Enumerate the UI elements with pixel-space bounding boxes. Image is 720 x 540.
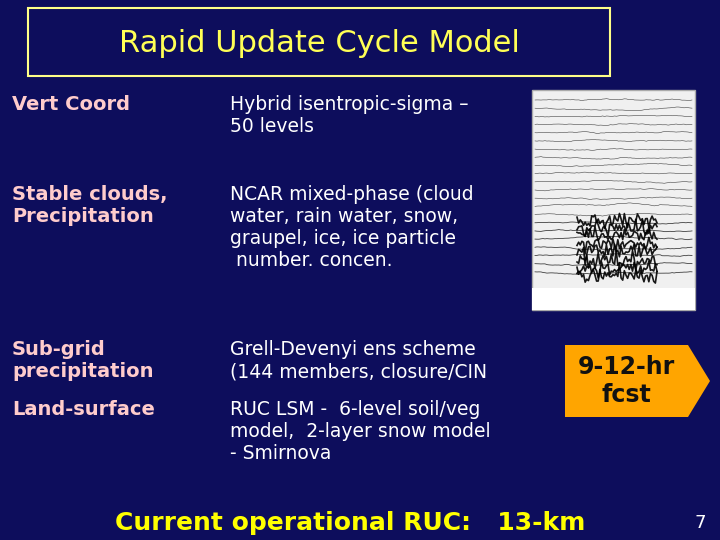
Text: Land-surface: Land-surface: [12, 400, 155, 419]
Text: Stable clouds,: Stable clouds,: [12, 185, 168, 204]
Text: 7: 7: [695, 514, 706, 532]
Text: 9-12-hr
fcst: 9-12-hr fcst: [578, 355, 675, 407]
Text: NCAR mixed-phase (cloud
water, rain water, snow,
graupel, ice, ice particle
 num: NCAR mixed-phase (cloud water, rain wate…: [230, 185, 474, 270]
Text: RUC LSM -  6-level soil/veg
model,  2-layer snow model
- Smirnova: RUC LSM - 6-level soil/veg model, 2-laye…: [230, 400, 490, 463]
Text: Rapid Update Cycle Model: Rapid Update Cycle Model: [119, 30, 519, 58]
Polygon shape: [565, 345, 710, 417]
FancyBboxPatch shape: [532, 288, 695, 310]
FancyBboxPatch shape: [532, 90, 695, 310]
Text: Grell-Devenyi ens scheme
(144 members, closure/CIN: Grell-Devenyi ens scheme (144 members, c…: [230, 340, 487, 381]
Text: Current operational RUC:   13-km: Current operational RUC: 13-km: [114, 511, 585, 535]
Text: Vert Coord: Vert Coord: [12, 95, 130, 114]
Text: precipitation: precipitation: [12, 362, 153, 381]
Text: Precipitation: Precipitation: [12, 207, 154, 226]
Text: Hybrid isentropic-sigma –
50 levels: Hybrid isentropic-sigma – 50 levels: [230, 95, 469, 136]
FancyBboxPatch shape: [28, 8, 610, 76]
Text: Sub-grid: Sub-grid: [12, 340, 106, 359]
